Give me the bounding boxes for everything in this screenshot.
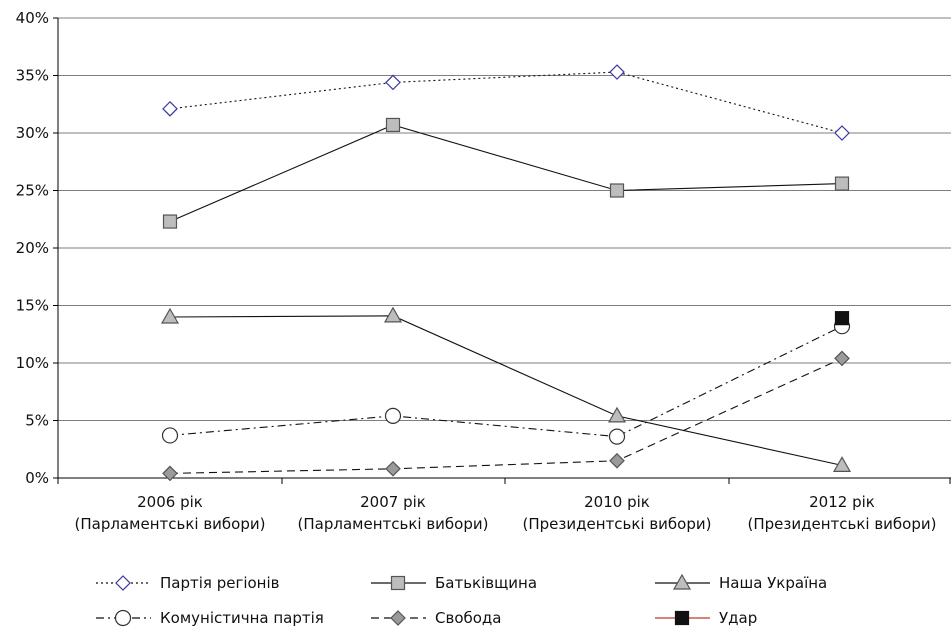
y-tick-label: 25% (16, 182, 49, 200)
y-tick-label: 40% (16, 9, 49, 27)
series-2 (160, 306, 852, 472)
legend-item: Свобода (371, 609, 501, 627)
series-line (169, 357, 843, 474)
data-point (385, 74, 401, 91)
legend-item: Комуністична партія (96, 609, 324, 627)
series-3 (161, 318, 851, 445)
grid-lines (58, 17, 951, 421)
series-line (169, 124, 843, 223)
data-point (384, 407, 402, 424)
data-point (832, 456, 852, 472)
data-point (162, 214, 178, 229)
data-point (834, 176, 850, 191)
x-tick-label: (Президентські вибори) (523, 515, 712, 533)
legend-marker (390, 575, 406, 591)
data-point (609, 183, 625, 198)
data-point (834, 311, 850, 326)
legend-label: Партія регіонів (160, 574, 279, 592)
series-4 (162, 350, 850, 482)
data-point (160, 307, 180, 324)
x-tick-label: 2010 рік (584, 493, 650, 511)
series-1 (162, 117, 850, 229)
x-tick-label: 2007 рік (360, 493, 426, 511)
legend-label: Свобода (435, 609, 501, 627)
data-point (383, 306, 403, 323)
data-point (385, 117, 401, 133)
legend-item: Наша Україна (655, 573, 827, 592)
axes (57, 18, 951, 484)
y-tick-label: 30% (16, 124, 49, 142)
series (160, 64, 852, 482)
data-point (834, 125, 850, 141)
legend: Партія регіонів Батьківщина Наша Україна Ко… (96, 573, 827, 627)
legend-marker (672, 573, 692, 590)
y-tick-label: 10% (16, 354, 49, 372)
legend-label: Удар (719, 609, 757, 627)
y-tick-label: 5% (25, 412, 49, 430)
y-tick-label: 20% (16, 239, 49, 257)
data-point (162, 465, 178, 482)
x-tick-label: 2006 рік (137, 493, 203, 511)
x-tick-label: (Парламентські вибори) (298, 515, 489, 533)
x-axis-ticks: 2006 рік (Парламентські вибори) 2007 рік (П… (75, 493, 937, 533)
x-tick-label: (Парламентські вибори) (75, 515, 266, 533)
legend-item: Батьківщина (371, 574, 537, 592)
series-0 (162, 64, 850, 141)
series-5 (834, 311, 850, 326)
y-axis-ticks: 0% 5% 10% 15% 20% 25% 30% 35% 40% (16, 9, 58, 487)
legend-label: Наша Україна (719, 574, 827, 592)
legend-marker (115, 575, 131, 591)
legend-label: Комуністична партія (160, 609, 324, 627)
x-tick-label: (Президентські вибори) (748, 515, 937, 533)
series-line (169, 315, 843, 466)
legend-label: Батьківщина (435, 574, 537, 592)
data-point (607, 406, 627, 423)
data-point (608, 428, 626, 445)
series-line (169, 71, 843, 134)
legend-item: Партія регіонів (96, 574, 279, 592)
x-tick-label: 2012 рік (809, 493, 875, 511)
series-line (169, 325, 843, 438)
legend-item: Удар (655, 609, 757, 627)
data-point (609, 452, 625, 469)
legend-marker (114, 609, 132, 627)
data-point (385, 460, 401, 477)
data-point (609, 64, 625, 80)
legend-marker (674, 610, 690, 626)
data-point (834, 350, 850, 367)
y-tick-label: 35% (16, 67, 49, 85)
y-tick-label: 15% (16, 297, 49, 315)
y-tick-label: 0% (25, 469, 49, 487)
data-point (162, 101, 178, 117)
legend-marker (390, 610, 406, 626)
data-point (161, 427, 179, 444)
